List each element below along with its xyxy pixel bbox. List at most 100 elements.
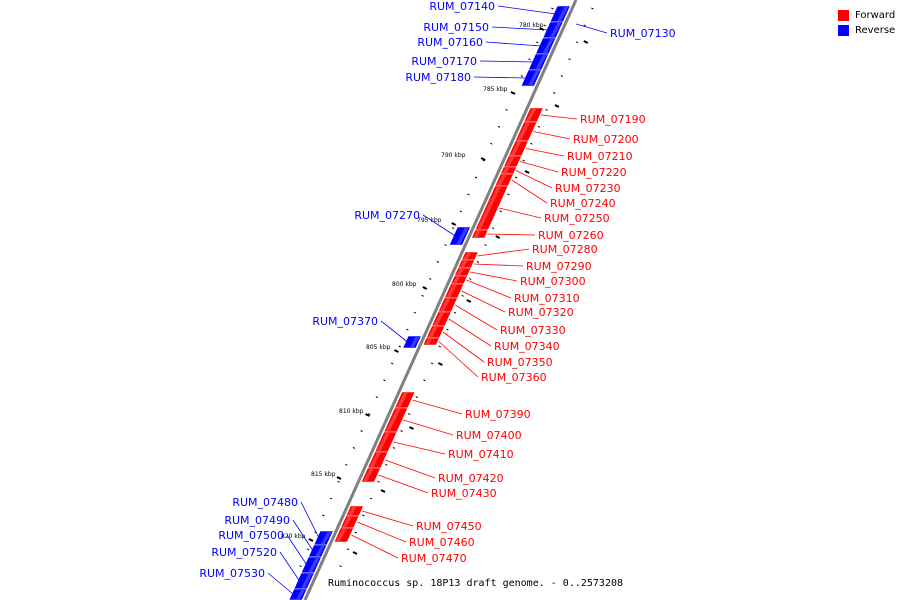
gene-rum-07190-highlight (525, 109, 537, 121)
gene-label-rum-07190[interactable]: RUM_07190 (580, 113, 646, 126)
tick-minor-left (322, 514, 325, 517)
gene-label-rum-07450-leader (362, 510, 414, 527)
gene-label-rum-07390[interactable]: RUM_07390 (465, 408, 531, 421)
tick-minor-right (514, 176, 518, 179)
tick-minor-right (369, 497, 373, 500)
tick-minor-right (545, 108, 548, 111)
gene-rum-07360[interactable] (422, 337, 440, 346)
tick-minor-right (583, 24, 586, 27)
gene-rum-07480-highlight (320, 532, 332, 544)
gene-label-rum-07210[interactable]: RUM_07210 (567, 150, 633, 163)
forward-label: Forward (855, 10, 896, 21)
gene-rum-07470[interactable] (333, 527, 354, 543)
reverse-swatch (838, 25, 849, 36)
gene-label-rum-07300[interactable]: RUM_07300 (520, 275, 586, 288)
gene-rum-07530[interactable] (288, 588, 308, 600)
gene-label-rum-07150[interactable]: RUM_07150 (423, 21, 489, 34)
gene-label-rum-07410[interactable]: RUM_07410 (448, 448, 514, 461)
gene-label-rum-07170[interactable]: RUM_07170 (411, 55, 477, 68)
scale-label: 785 kbp (483, 86, 508, 93)
genome-caption: Ruminococcus sp. 18P13 draft genome. - 0… (328, 578, 624, 589)
gene-rum-07210-highlight (510, 142, 522, 155)
gene-label-rum-07180-leader (473, 76, 527, 79)
gene-label-rum-07530-leader (267, 572, 294, 595)
gene-label-rum-07230[interactable]: RUM_07230 (555, 182, 621, 195)
gene-label-rum_07130[interactable]: RUM_07130 (610, 27, 676, 40)
tick-minor-left (383, 379, 386, 382)
gene-rum-07430-highlight (363, 469, 374, 481)
tick-minor-left (482, 159, 485, 162)
tick-minor-left (299, 565, 302, 568)
gene-label-rum-07270[interactable]: RUM_07270 (354, 209, 420, 222)
gene-label-rum-07180[interactable]: RUM_07180 (405, 71, 471, 84)
gene-label-rum-07220[interactable]: RUM_07220 (561, 166, 627, 179)
gene-rum-07420-highlight (369, 453, 381, 467)
gene-label-rum-07320[interactable]: RUM_07320 (508, 306, 574, 319)
tick-minor-left (352, 446, 356, 449)
tick-minor-left (429, 277, 432, 280)
gene-label-rum-07480[interactable]: RUM_07480 (232, 496, 298, 509)
tick-minor-right (377, 480, 380, 483)
scale-label: 795 kbp (417, 217, 442, 224)
gene-label-rum-07360[interactable]: RUM_07360 (481, 371, 547, 384)
gene-rum-07180[interactable] (520, 69, 542, 87)
gene-label-rum-07500[interactable]: RUM_07500 (218, 529, 284, 542)
gene-rum-07270[interactable] (448, 226, 471, 246)
gene-label-rum-07490[interactable]: RUM_07490 (224, 514, 290, 527)
gene-label-rum-07140[interactable]: RUM_07140 (429, 0, 495, 13)
gene-label-rum-07260[interactable]: RUM_07260 (538, 229, 604, 242)
gene-label-rum-07450[interactable]: RUM_07450 (416, 520, 482, 533)
gene-label-rum-07340[interactable]: RUM_07340 (494, 340, 560, 353)
gene-label-rum-07250[interactable]: RUM_07250 (544, 212, 610, 225)
gene-rum-07260-highlight (473, 231, 481, 237)
tick-minor-left (459, 210, 463, 213)
tick-major (437, 362, 443, 366)
tick-minor-right (385, 463, 388, 466)
gene-label-rum-07530[interactable]: RUM_07530 (199, 567, 265, 580)
gene-rum-07340-highlight (433, 313, 444, 325)
reverse-label: Reverse (855, 25, 896, 36)
gene-label-rum-07520-leader (279, 551, 300, 582)
gene-rum-07320-highlight (446, 285, 457, 297)
gene-label-rum-07470[interactable]: RUM_07470 (401, 552, 467, 565)
gene-rum-07430[interactable] (360, 467, 382, 483)
gene-rum-07500-highlight (308, 558, 320, 572)
tick-major (495, 235, 501, 239)
gene-label-rum-07400[interactable]: RUM_07400 (456, 429, 522, 442)
tick-minor-left (497, 125, 501, 128)
gene-label-rum-07310[interactable]: RUM_07310 (514, 292, 580, 305)
gene-label-rum-07430[interactable]: RUM_07430 (431, 487, 497, 500)
gene-rum-07370[interactable] (402, 335, 422, 349)
tick-minor-left (551, 7, 554, 10)
tick-minor-left (337, 480, 340, 483)
gene-rum-07360-highlight (425, 339, 433, 344)
gene-label-rum-07460[interactable]: RUM_07460 (409, 536, 475, 549)
tick-minor-right (346, 548, 350, 551)
gene-rum-07450-highlight (347, 507, 357, 515)
tick-minor-left (543, 24, 546, 27)
gene-rum-07220-highlight (505, 157, 515, 166)
gene-label-rum-07240[interactable]: RUM_07240 (550, 197, 616, 210)
gene-label-rum-07370[interactable]: RUM_07370 (312, 315, 378, 328)
gene-label-rum-07290[interactable]: RUM_07290 (526, 260, 592, 273)
tick-minor-right (552, 92, 556, 94)
tick-major (336, 476, 342, 480)
tick-minor-left (436, 261, 440, 263)
gene-label-rum-07330[interactable]: RUM_07330 (500, 324, 566, 337)
tick-major (409, 426, 414, 430)
tick-minor-left (474, 176, 478, 179)
gene-label-rum-07280[interactable]: RUM_07280 (532, 243, 598, 256)
tick-minor-right (507, 193, 510, 196)
tick-minor-right (530, 142, 533, 145)
gene-label-rum-07160[interactable]: RUM_07160 (417, 36, 483, 49)
tick-minor-left (345, 463, 348, 466)
gene-label-rum-07210-leader (525, 148, 565, 157)
gene-label-rum-07140-leader (497, 5, 556, 15)
gene-rum-07260[interactable] (471, 229, 489, 239)
gene-features (288, 5, 571, 600)
gene-label-rum-07360-leader (438, 341, 479, 378)
gene-label-rum-07420[interactable]: RUM_07420 (438, 472, 504, 485)
gene-label-rum-07350[interactable]: RUM_07350 (487, 356, 553, 369)
gene-label-rum-07520[interactable]: RUM_07520 (211, 546, 277, 559)
gene-label-rum-07200[interactable]: RUM_07200 (573, 133, 639, 146)
